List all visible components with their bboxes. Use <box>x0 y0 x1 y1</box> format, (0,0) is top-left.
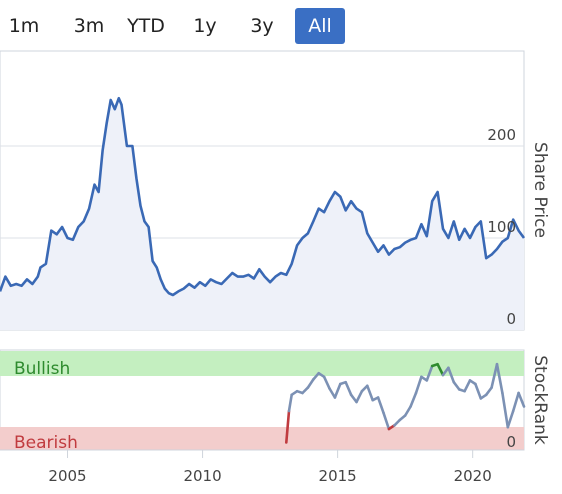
stockrank-series-segment <box>403 405 412 417</box>
price-y-tick-labels: 0 100 200 <box>487 126 516 328</box>
stockrank-series-segment <box>333 382 342 399</box>
stockrank-series-segment <box>355 389 364 404</box>
price-area <box>0 98 524 330</box>
stockrank-y-tick-labels: 0 <box>506 433 516 451</box>
range-button-1m[interactable]: 1m <box>8 15 40 37</box>
range-button-3m[interactable]: 3m <box>73 15 105 37</box>
price-y-axis-label: Share Price <box>530 142 550 238</box>
x-axis-ticks: 2005 2010 2015 2020 <box>48 450 492 485</box>
price-y-tick-label: 0 <box>506 310 516 328</box>
stockrank-series-segment <box>474 382 483 400</box>
x-tick-label: 2015 <box>319 467 357 485</box>
price-area-group <box>0 98 524 330</box>
stockrank-series-segment <box>506 409 515 429</box>
stockrank-series-segment <box>425 364 434 382</box>
price-y-tick-label: 200 <box>487 126 516 144</box>
range-button-ytd[interactable]: YTD <box>127 15 165 37</box>
bearish-band <box>0 427 524 450</box>
range-button-3y[interactable]: 3y <box>250 15 274 37</box>
x-tick-label: 2020 <box>454 467 492 485</box>
stockrank-series-segment <box>365 384 375 402</box>
x-tick-label: 2005 <box>48 467 86 485</box>
stockrank-series-segment <box>382 411 391 431</box>
price-y-tick-label: 100 <box>487 218 516 236</box>
stockrank-series-segment <box>306 378 315 389</box>
stockrank-series-segment <box>452 380 461 391</box>
stockrank-series-segment <box>344 380 353 397</box>
stockrank-y-tick-label: 0 <box>506 433 516 451</box>
stockrank-series-segment <box>490 362 499 389</box>
stockrank-series-segment <box>409 391 418 408</box>
stockrank-series-segment <box>311 371 321 381</box>
stockrank-series-segment <box>376 396 385 415</box>
stockrank-series-segment <box>511 391 520 413</box>
stockrank-series-segment <box>447 366 456 384</box>
x-tick-label: 2010 <box>183 467 221 485</box>
stockrank-series-segment <box>287 393 294 413</box>
stockrank-series-segment <box>414 375 423 395</box>
range-button-all[interactable]: All <box>295 8 345 44</box>
stockrank-series-segment <box>436 362 445 377</box>
share-price-series-line <box>0 96 526 297</box>
stockrank-y-axis-label: StockRank <box>530 355 550 445</box>
stockrank-series-segment <box>463 379 472 393</box>
stockrank-series-segment <box>328 387 337 399</box>
stockrank-series-segment <box>349 393 358 404</box>
price-line-group <box>0 96 526 297</box>
stockrank-series-segment <box>501 391 510 429</box>
stockrank-series-segment <box>517 391 526 408</box>
range-button-1y[interactable]: 1y <box>193 15 217 37</box>
stockrank-line-group <box>284 362 526 444</box>
bullish-label: Bullish <box>14 359 70 379</box>
bearish-label: Bearish <box>14 433 78 453</box>
stockrank-series-segment <box>484 386 493 397</box>
stockrank-series-segment <box>284 409 291 444</box>
stockrank-series-segment <box>322 375 331 390</box>
stockrank-series-segment <box>495 362 504 395</box>
